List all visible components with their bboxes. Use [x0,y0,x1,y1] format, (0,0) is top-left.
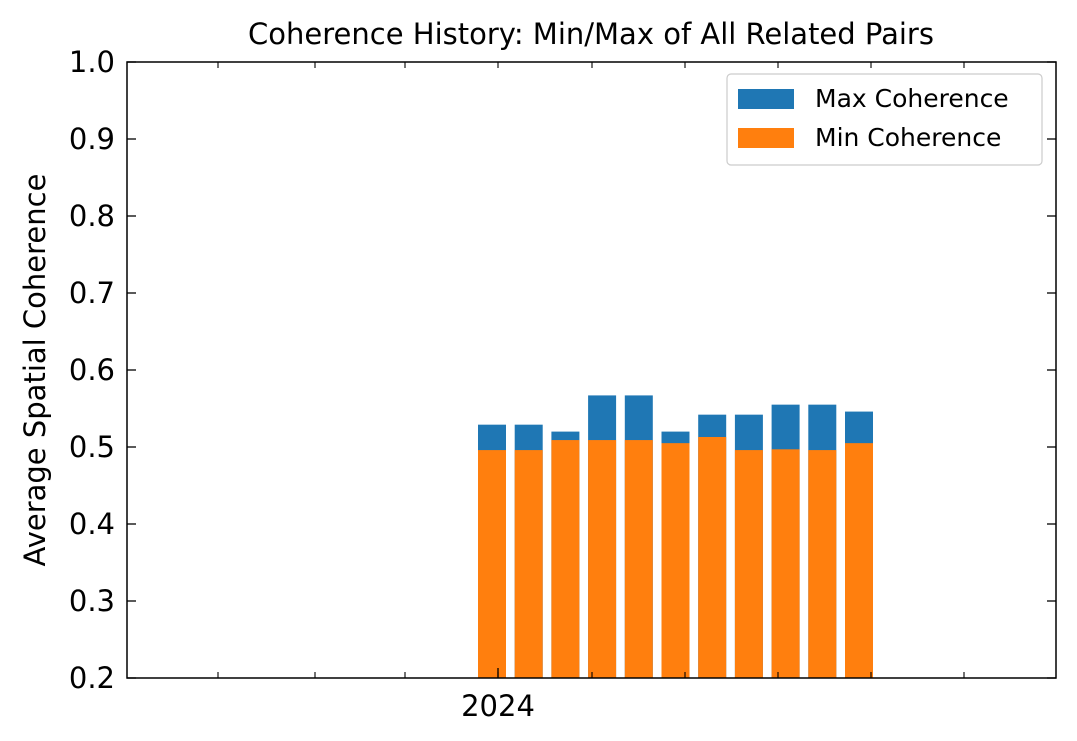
bar-min-coherence [624,440,653,678]
bar-min-coherence [698,436,727,678]
bar-min-coherence [478,450,506,678]
bar-min-coherence [551,440,580,678]
ticks-group: 0.2 0.3 0.4 0.5 0.6 0.7 0.8 0.9 1.0 2024 [69,45,1056,723]
y-tick-label: 0.8 [69,199,115,233]
bar-min-coherence [845,443,873,678]
bar-min-coherence [771,449,800,678]
legend: Max Coherence Min Coherence [726,73,1043,166]
y-axis-label: Average Spatial Coherence [18,174,52,567]
y-tick-label: 1.0 [69,45,115,79]
legend-box [726,73,1043,166]
bar-min-coherence [734,450,763,678]
y-tick-label: 0.7 [69,276,115,310]
bars-group [478,395,873,678]
bar-min-coherence [588,440,617,678]
legend-label: Max Coherence [815,84,1009,113]
legend-label: Min Coherence [815,123,1001,152]
y-tick-label: 0.3 [69,584,115,618]
y-tick-label: 0.4 [69,507,115,541]
bar-min-coherence [514,450,543,678]
y-tick-label: 0.6 [69,353,115,387]
y-tick-label: 0.5 [69,430,115,464]
y-tick-label: 0.9 [69,122,115,156]
x-tick-label: 2024 [461,689,535,723]
bar-min-coherence [808,450,837,678]
chart-title: Coherence History: Min/Max of All Relate… [248,17,934,51]
legend-swatch [738,89,794,109]
bar-min-coherence [661,443,690,678]
plot-frame [126,61,1057,679]
y-tick-label: 0.2 [69,661,115,695]
legend-swatch [738,128,794,148]
